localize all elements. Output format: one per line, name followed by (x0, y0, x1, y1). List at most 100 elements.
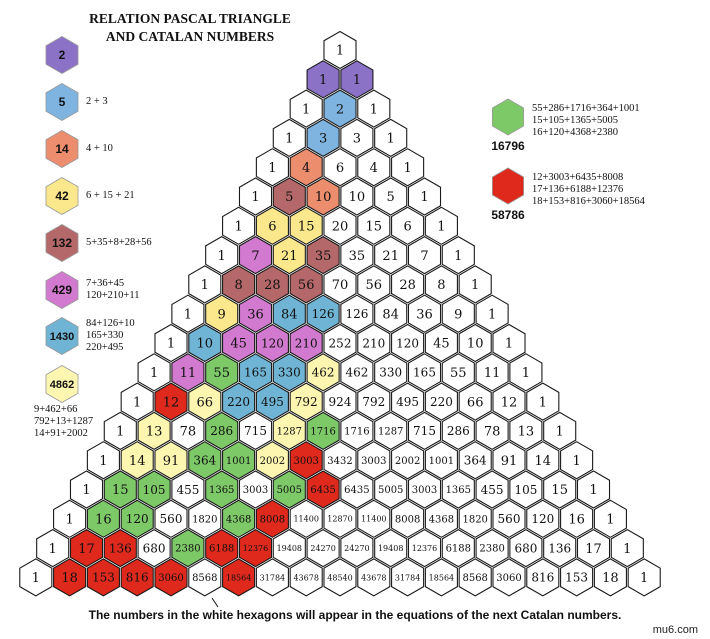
hex-cell: 1287 (272, 411, 306, 451)
hex-value: 455 (176, 483, 199, 497)
hex-cell: 1 (306, 60, 340, 99)
hex-shape (188, 382, 222, 421)
hex-value: 1365 (209, 485, 234, 496)
hex-cell: 28 (391, 265, 425, 304)
hex-cell: 120 (255, 323, 289, 363)
hex-shape (222, 265, 256, 304)
hex-cell: 252 (323, 323, 357, 363)
hex-value: 13 (146, 425, 163, 440)
hex-shape (407, 528, 442, 568)
hex-value: 3 (319, 132, 327, 147)
hex-value: 1 (505, 337, 513, 352)
hex-value: 78 (484, 425, 501, 440)
hex-value: 1 (606, 512, 614, 527)
legend-equations: 6 + 15 + 21 (86, 190, 135, 202)
hex-value: 15 (551, 483, 568, 498)
hex-cell: 165 (407, 353, 442, 392)
hex-value: 1 (116, 425, 124, 440)
hex-shape (255, 499, 289, 538)
hex-shape (391, 558, 425, 597)
hex-shape (374, 470, 408, 509)
hex-value: 816 (531, 571, 554, 585)
hex-cell: 35 (306, 235, 340, 275)
hex-cell: 165 (238, 353, 273, 392)
legend-number: 1430 (50, 331, 74, 343)
hex-cell: 12 (492, 382, 526, 421)
hex-value: 560 (498, 512, 521, 526)
title-line-2: AND CATALAN NUMBERS (105, 29, 275, 44)
hex-value: 680 (514, 541, 537, 555)
hex-cell: 17 (69, 528, 104, 568)
hex-value: 560 (160, 512, 183, 526)
hex-cell: 1 (323, 30, 357, 70)
hex-cell: 48540 (323, 558, 357, 597)
hex-value: 10 (467, 337, 484, 352)
hex-shape (222, 206, 256, 245)
hex-cell: 15 (357, 206, 391, 245)
hex-cell: 792 (289, 382, 323, 421)
hex-value: 3003 (243, 485, 268, 496)
hex-cell: 28 (255, 265, 289, 304)
hex-shape (374, 177, 408, 216)
hex-cell: 6435 (340, 470, 374, 509)
legend-hexagon: 429 (45, 271, 79, 309)
hex-shape (103, 411, 137, 451)
hex-shape (137, 353, 171, 392)
hex-shape (458, 323, 492, 363)
hex-value: 3003 (361, 456, 386, 467)
hex-value: 56 (366, 278, 383, 293)
hex-value: 21 (382, 249, 399, 264)
hex-shape (238, 528, 273, 568)
hex-value: 2380 (175, 544, 200, 555)
legend-hexagon (492, 98, 524, 136)
hex-shape (357, 265, 391, 304)
hex-shape (306, 177, 340, 216)
hex-cell: 1 (86, 441, 120, 480)
hex-cell: 1 (205, 235, 239, 275)
hex-cell: 16 (560, 499, 594, 538)
hex-value: 1 (556, 425, 564, 440)
hex-cell: 1 (19, 558, 53, 597)
hex-shape (205, 470, 239, 509)
hex-value: 1 (471, 278, 479, 293)
hex-cell: 1 (222, 206, 256, 245)
hex-shape (103, 528, 137, 568)
hex-cell: 1 (340, 60, 374, 99)
hex-shape (323, 499, 357, 538)
hex-cell: 1 (255, 148, 289, 187)
hex-value: 1 (454, 249, 462, 264)
hex-cell: 1 (357, 89, 391, 128)
hex-cell: 6188 (205, 528, 239, 568)
hex-cell: 3060 (492, 558, 526, 597)
hex-value: 495 (396, 395, 419, 409)
hex-value: 5 (387, 190, 395, 205)
hex-shape (171, 528, 205, 568)
hex-shape (526, 441, 560, 480)
hex-cell: 35 (340, 235, 374, 275)
hex-shape (526, 499, 560, 538)
hex-cell: 5 (272, 177, 306, 216)
hex-cell: 1 (407, 177, 442, 216)
hex-shape (205, 353, 239, 392)
hex-shape (306, 353, 340, 392)
hex-cell: 120 (391, 323, 425, 363)
hex-shape (323, 30, 357, 70)
hex-shape (171, 353, 205, 392)
hex-shape (560, 441, 594, 480)
legend-equations: 84+126+10 165+330 220+495 (86, 318, 135, 354)
hex-value: 105 (514, 483, 537, 497)
hex-cell: 1 (103, 411, 137, 451)
hex-shape (19, 558, 53, 597)
hex-value: 1 (218, 249, 226, 264)
hex-cell: 1 (424, 206, 458, 245)
hex-value: 120 (126, 512, 149, 526)
hex-cell: 84 (374, 294, 408, 333)
hex-shape (509, 411, 543, 451)
hex-shape (272, 294, 306, 333)
hex-shape (543, 528, 577, 568)
hex-cell: 105 (509, 470, 543, 509)
hex-cell: 10 (306, 177, 340, 216)
hex-cell: 220 (424, 382, 458, 421)
hex-shape (458, 558, 492, 597)
hex-cell: 21 (272, 235, 306, 275)
